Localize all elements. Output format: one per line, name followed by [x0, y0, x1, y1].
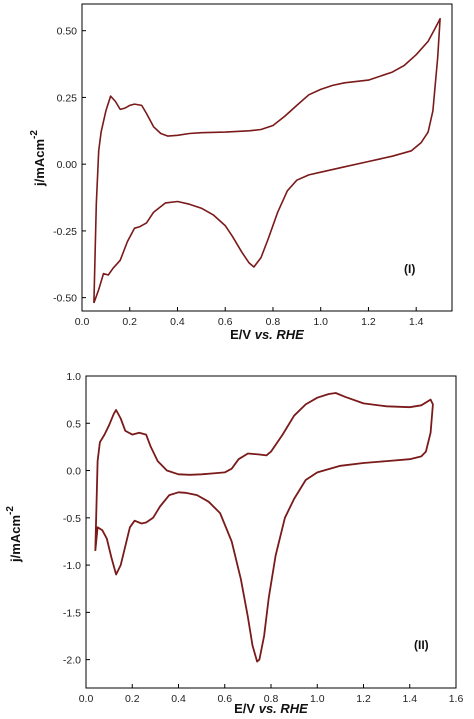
y-tick-label: 0.50	[57, 26, 78, 38]
panel-label: (I)	[404, 262, 415, 276]
y-tick-label: -2.0	[63, 655, 81, 667]
x-tick-label: 0.0	[75, 316, 90, 328]
x-tick-label: 1.4	[402, 693, 417, 705]
y-tick-label: 0.00	[57, 159, 78, 171]
y-axis-title-base: j/mAcm	[32, 139, 47, 187]
y-tick-label: -1.5	[63, 607, 81, 619]
plot-frame	[81, 3, 453, 312]
chart-panel-1: 0.0 0.2 0.4 0.6 0.8 1.0 1.2 1.4 -0.50 -0.25 0.00 0…	[29, 3, 453, 342]
x-tick-label: 0.0	[79, 693, 94, 705]
x-tick-label: 0.2	[125, 693, 140, 705]
y-tick-label: -0.50	[53, 293, 77, 305]
y-tick-label: 1.0	[66, 371, 81, 383]
chart-panel-2: 0.0 0.2 0.4 0.6 0.8 1.0 1.2 1.4 1.6 -2.0 -1.5 -1.0…	[5, 371, 463, 716]
x-tick-label: 1.4	[409, 316, 424, 328]
y-tick-label: 0.5	[66, 418, 81, 430]
y-axis-title-base: j/mAcm	[8, 515, 23, 563]
x-axis-ticks: 0.0 0.2 0.4 0.6 0.8 1.0 1.2 1.4	[75, 307, 424, 328]
x-axis-title-italic: vs. RHE	[259, 701, 308, 716]
y-tick-label: 0.25	[57, 92, 78, 104]
y-axis-ticks: -2.0 -1.5 -1.0 -0.5 0.0 0.5 1.0	[63, 371, 90, 667]
y-axis-title-sup: -2	[5, 506, 16, 515]
plot-frame	[85, 375, 457, 689]
x-tick-label: 1.2	[361, 316, 376, 328]
x-tick-label: 0.4	[171, 693, 186, 705]
panel-label: (II)	[414, 638, 429, 652]
x-axis-title-plain: E/V	[234, 701, 255, 716]
x-tick-label: 0.4	[170, 316, 185, 328]
x-axis-ticks: 0.0 0.2 0.4 0.6 0.8 1.0 1.2 1.4 1.6	[79, 684, 464, 705]
x-axis-title-plain: E/V	[230, 327, 251, 342]
y-tick-label: -1.0	[63, 560, 81, 572]
y-tick-label: -0.25	[53, 226, 77, 238]
x-tick-label: 1.6	[449, 693, 464, 705]
x-tick-label: 0.8	[264, 693, 279, 705]
x-tick-label: 1.2	[356, 693, 371, 705]
x-tick-label: 1.0	[310, 693, 325, 705]
cv-curve-1	[93, 17, 441, 304]
cv-curve-2	[94, 392, 434, 663]
x-axis-title: E/V vs. RHE	[230, 327, 304, 342]
x-tick-label: 0.6	[218, 316, 233, 328]
y-axis-title-sup: -2	[29, 130, 40, 139]
x-axis-title: E/V vs. RHE	[234, 701, 308, 716]
x-tick-label: 0.2	[122, 316, 137, 328]
y-axis-ticks: -0.50 -0.25 0.00 0.25 0.50	[53, 26, 86, 305]
x-tick-label: 1.0	[313, 316, 328, 328]
y-tick-label: -0.5	[63, 513, 81, 525]
x-tick-label: 0.6	[217, 693, 232, 705]
x-axis-title-italic: vs. RHE	[255, 327, 304, 342]
y-tick-label: 0.0	[66, 466, 81, 478]
y-axis-title: j/mAcm-2	[29, 130, 47, 187]
x-tick-label: 0.8	[266, 316, 281, 328]
y-axis-title: j/mAcm-2	[5, 506, 23, 563]
